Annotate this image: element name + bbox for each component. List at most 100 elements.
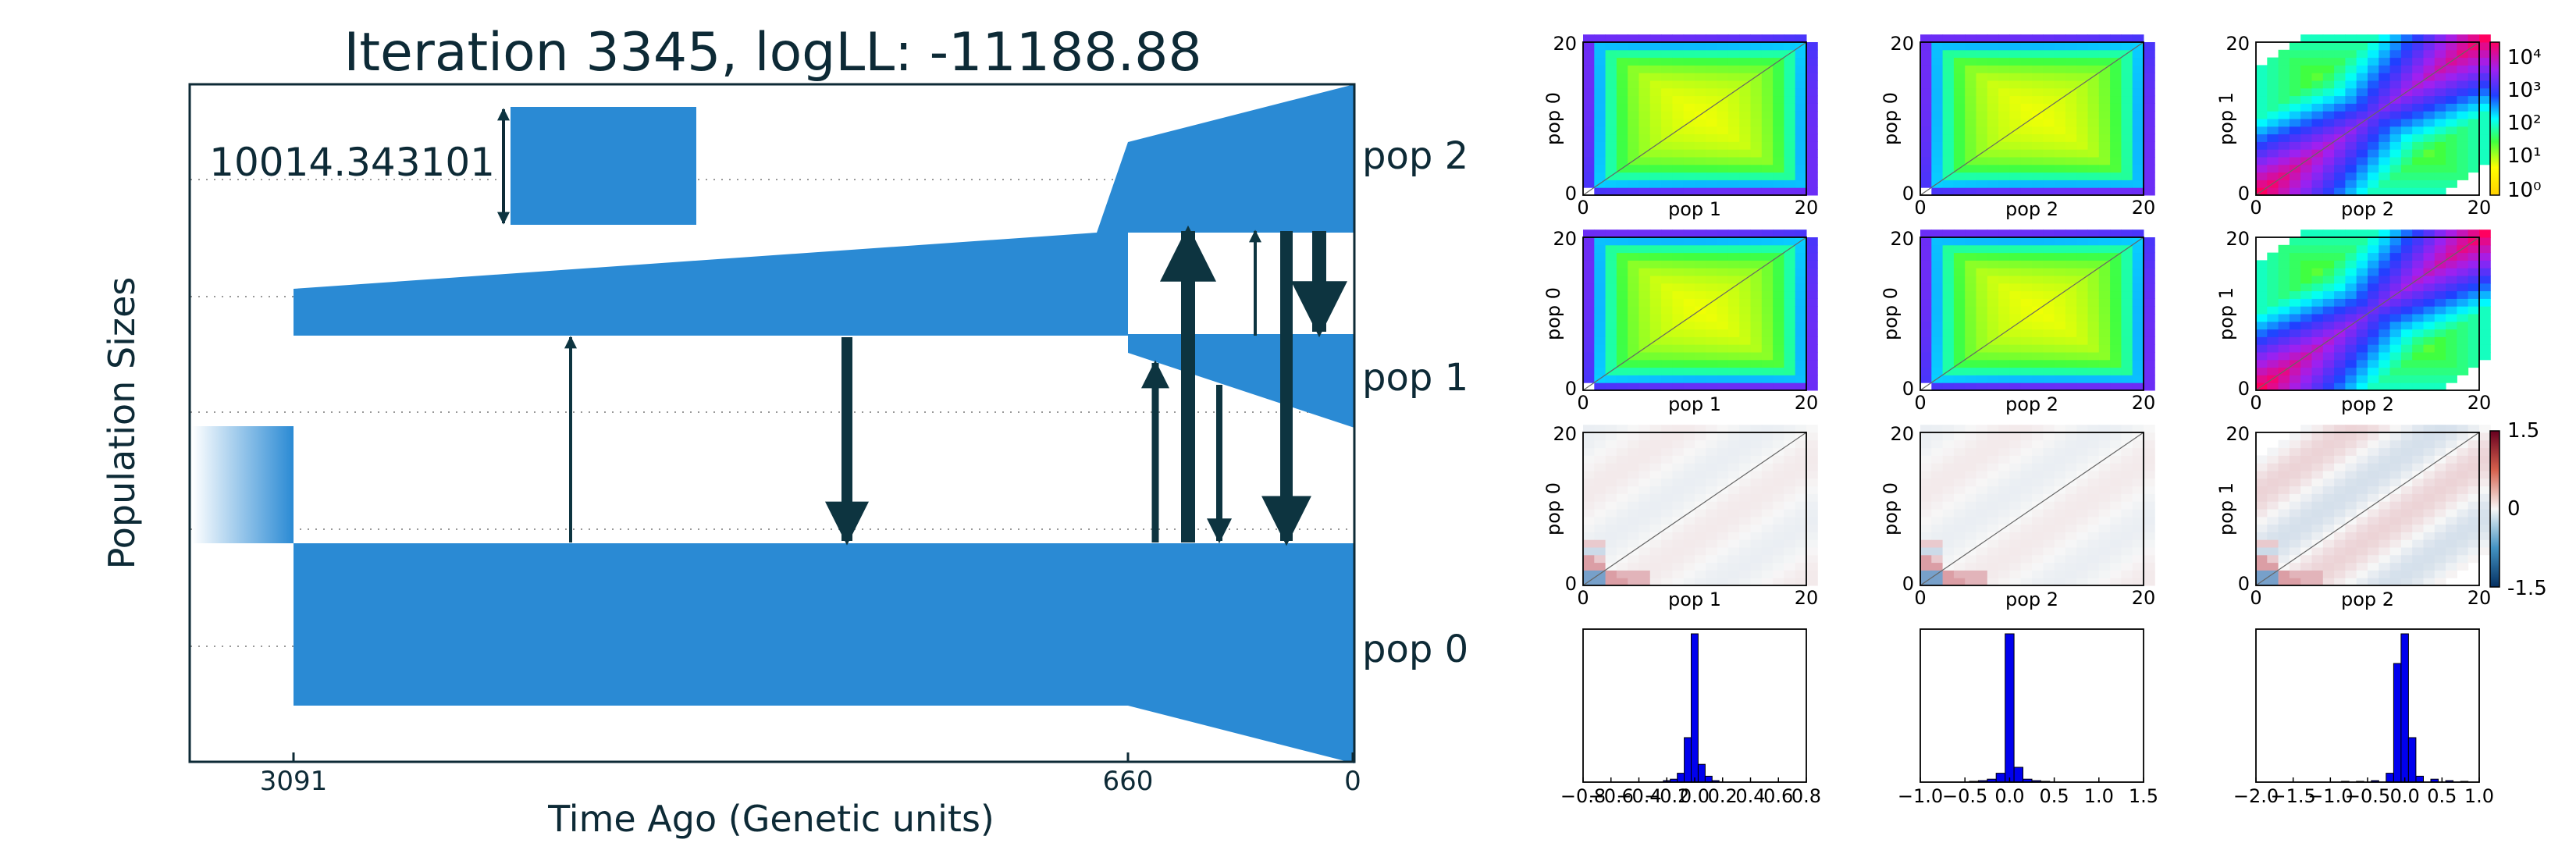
heat-cell [2278,486,2290,494]
heat-cell [2322,180,2335,188]
heat-cell [2389,229,2402,238]
heat-cell [1976,359,1988,368]
heat-cell [1795,562,1807,571]
heat-cell [1739,493,1751,502]
heat-cell [2065,164,2077,173]
heat-cell [1750,486,1763,494]
heat-cell [2043,49,2055,59]
heat-cell [1661,276,1673,284]
heat-cell [1920,42,1932,51]
heat-cell [2278,95,2290,104]
heat-cell [2009,244,2022,254]
heat-cell [2412,49,2424,59]
heat-cell [1761,471,1774,479]
heat-cell [1750,375,1763,383]
heat-cell [1661,141,1673,150]
heat-cell [2322,237,2335,246]
heat-cell [2479,344,2491,353]
heat-cell [1806,352,1818,361]
heat-cell [1594,244,1606,254]
heat-cell [1965,532,1976,540]
heat-cell [2412,554,2424,564]
heat-cell [1784,539,1796,548]
heat-cell [2110,367,2122,375]
heat-cell [1661,57,1673,66]
heat-cell [1987,283,1999,292]
heat-cell [1784,187,1796,196]
heat-cell [2479,283,2491,292]
heat-cell [1784,157,1796,165]
heat-cell [1727,336,1740,345]
heat-cell [2065,65,2077,73]
heat-cell [1998,382,2010,391]
heat-cell [1920,554,1932,564]
heat-cell [1683,532,1695,540]
heat-cell [1761,34,1774,43]
heat-cell [1594,562,1606,571]
heat-cell [1987,425,1999,433]
heat-cell [1750,516,1763,525]
heat-cell [1616,119,1628,127]
heat-cell [2423,103,2435,112]
heat-cell [2267,471,2279,479]
cbar-tick: 10² [2507,112,2542,135]
heat-cell [1717,244,1729,254]
heat-cell [2076,252,2088,261]
heat-cell [2054,352,2066,361]
heat-cell [2065,103,2077,112]
heat-cell [2043,180,2055,188]
heat-cell [2289,73,2301,81]
heat-cell [2087,229,2100,238]
heat-cell [2076,321,2088,330]
heat-cell [1661,336,1673,345]
heat-cell [1605,570,1617,578]
heat-cell [1931,229,1944,238]
heat-cell [2054,149,2066,158]
heat-xtick: 20 [2467,197,2492,219]
heat-cell [2300,103,2312,112]
heat-cell [1594,111,1606,119]
heat-ytick: 20 [2226,423,2250,445]
heat-cell [1998,141,2010,150]
heat-cell [1795,49,1807,59]
heatmap-frame [1920,432,2144,586]
heat-cell [1628,111,1639,119]
heat-cell [1942,141,1955,150]
heat-cell [1672,49,1685,59]
heat-cell [1706,432,1718,441]
heat-cell [1727,439,1740,449]
heat-cell [2121,172,2133,180]
heat-cell [2400,133,2413,142]
heat-xtick: 0 [1577,587,1589,609]
heat-cell [1987,439,1999,449]
heat-cell [2412,375,2424,383]
heat-cell [1773,539,1784,548]
heat-cell [2389,133,2402,142]
heat-cell [2322,252,2335,261]
heat-cell [2121,329,2133,337]
heat-cell [2311,276,2324,284]
heat-cell [1795,157,1807,165]
heat-cell [1920,439,1932,449]
heat-cell [1649,157,1662,165]
heat-cell [1806,298,1818,307]
heat-cell [2311,260,2324,269]
heat-cell [1998,283,2010,292]
heat-cell [1695,463,1706,471]
heat-cell [1795,164,1807,173]
heat-cell [1672,298,1685,307]
heat-cell [1717,447,1729,456]
heat-cell [1638,133,1651,142]
heat-cell [1717,382,1729,391]
heat-cell [1661,164,1673,173]
heat-cell [2446,463,2457,471]
heat-cell [2356,547,2368,556]
heat-cell [2009,34,2022,43]
heat-cell [2434,180,2446,188]
heat-cell [2054,126,2066,135]
heat-cell [2020,336,2033,345]
heat-cell [2267,65,2279,73]
heat-cell [1965,562,1976,571]
heat-cell [2345,375,2357,383]
heat-cell [1594,276,1606,284]
